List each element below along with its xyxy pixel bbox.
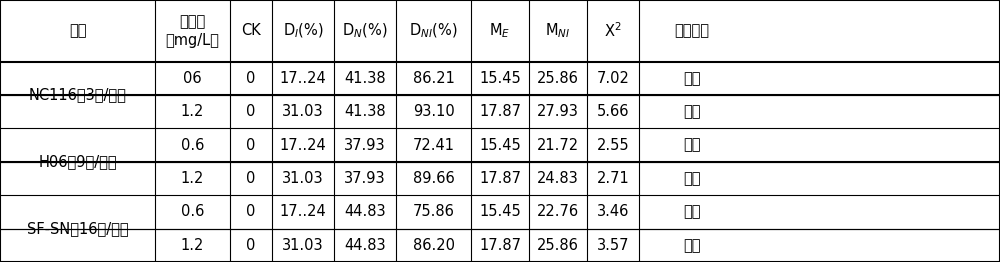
Text: 17..24: 17..24 [280,204,326,219]
Text: 2.71: 2.71 [597,171,629,186]
Text: 25.86: 25.86 [537,71,579,86]
Text: 相加: 相加 [683,204,700,219]
Text: 41.38: 41.38 [344,71,386,86]
Text: 44.83: 44.83 [344,204,386,219]
Text: 15.45: 15.45 [479,71,521,86]
Text: 41.38: 41.38 [344,104,386,119]
Text: 0: 0 [246,171,256,186]
Text: 相加: 相加 [683,171,700,186]
Text: 相加: 相加 [683,238,700,253]
Text: 24.83: 24.83 [537,171,579,186]
Text: 25.86: 25.86 [537,238,579,253]
Text: 5.66: 5.66 [597,104,629,119]
Text: D$_{NI}$(%): D$_{NI}$(%) [409,21,458,40]
Text: 相加: 相加 [683,138,700,152]
Text: 27.93: 27.93 [537,104,579,119]
Text: D$_I$(%): D$_I$(%) [283,21,323,40]
Text: 44.83: 44.83 [344,238,386,253]
Text: 1.2: 1.2 [181,238,204,253]
Text: 1.2: 1.2 [181,171,204,186]
Text: 86.20: 86.20 [413,238,454,253]
Text: 37.93: 37.93 [344,138,386,152]
Text: 22.76: 22.76 [537,204,579,219]
Text: 0: 0 [246,238,256,253]
Text: 增效: 增效 [683,71,700,86]
Text: 31.03: 31.03 [282,104,324,119]
Text: 15.45: 15.45 [479,138,521,152]
Text: 苦参碱
（mg/L）: 苦参碱 （mg/L） [166,14,219,48]
Text: 17.87: 17.87 [479,104,521,119]
Text: 0: 0 [246,104,256,119]
Text: 21.72: 21.72 [537,138,579,152]
Text: 86.21: 86.21 [413,71,454,86]
Text: 89.66: 89.66 [413,171,454,186]
Text: 7.02: 7.02 [597,71,629,86]
Text: 线虫: 线虫 [69,23,86,38]
Text: 17..24: 17..24 [280,138,326,152]
Text: 作用类型: 作用类型 [674,23,709,38]
Text: 增效: 增效 [683,104,700,119]
Text: 0.6: 0.6 [181,138,204,152]
Text: 72.41: 72.41 [413,138,454,152]
Text: 0: 0 [246,138,256,152]
Text: 37.93: 37.93 [344,171,386,186]
Text: 31.03: 31.03 [282,171,324,186]
Text: 17.87: 17.87 [479,171,521,186]
Text: H06（9条/虫）: H06（9条/虫） [38,154,117,169]
Text: 15.45: 15.45 [479,204,521,219]
Text: 0: 0 [246,204,256,219]
Text: 3.57: 3.57 [597,238,629,253]
Text: NC116（3条/虫）: NC116（3条/虫） [29,88,126,102]
Text: 75.86: 75.86 [413,204,454,219]
Text: 1.2: 1.2 [181,104,204,119]
Text: 17..24: 17..24 [280,71,326,86]
Text: 93.10: 93.10 [413,104,454,119]
Text: 2.55: 2.55 [597,138,629,152]
Text: SF-SN（16条/虫）: SF-SN（16条/虫） [27,221,128,236]
Text: M$_E$: M$_E$ [489,21,511,40]
Text: 0: 0 [246,71,256,86]
Text: CK: CK [241,23,261,38]
Text: D$_N$(%): D$_N$(%) [342,21,388,40]
Text: M$_{NI}$: M$_{NI}$ [545,21,571,40]
Text: 06: 06 [183,71,202,86]
Text: 3.46: 3.46 [597,204,629,219]
Text: 17.87: 17.87 [479,238,521,253]
Text: 31.03: 31.03 [282,238,324,253]
Text: X$^2$: X$^2$ [604,21,622,40]
Text: 0.6: 0.6 [181,204,204,219]
